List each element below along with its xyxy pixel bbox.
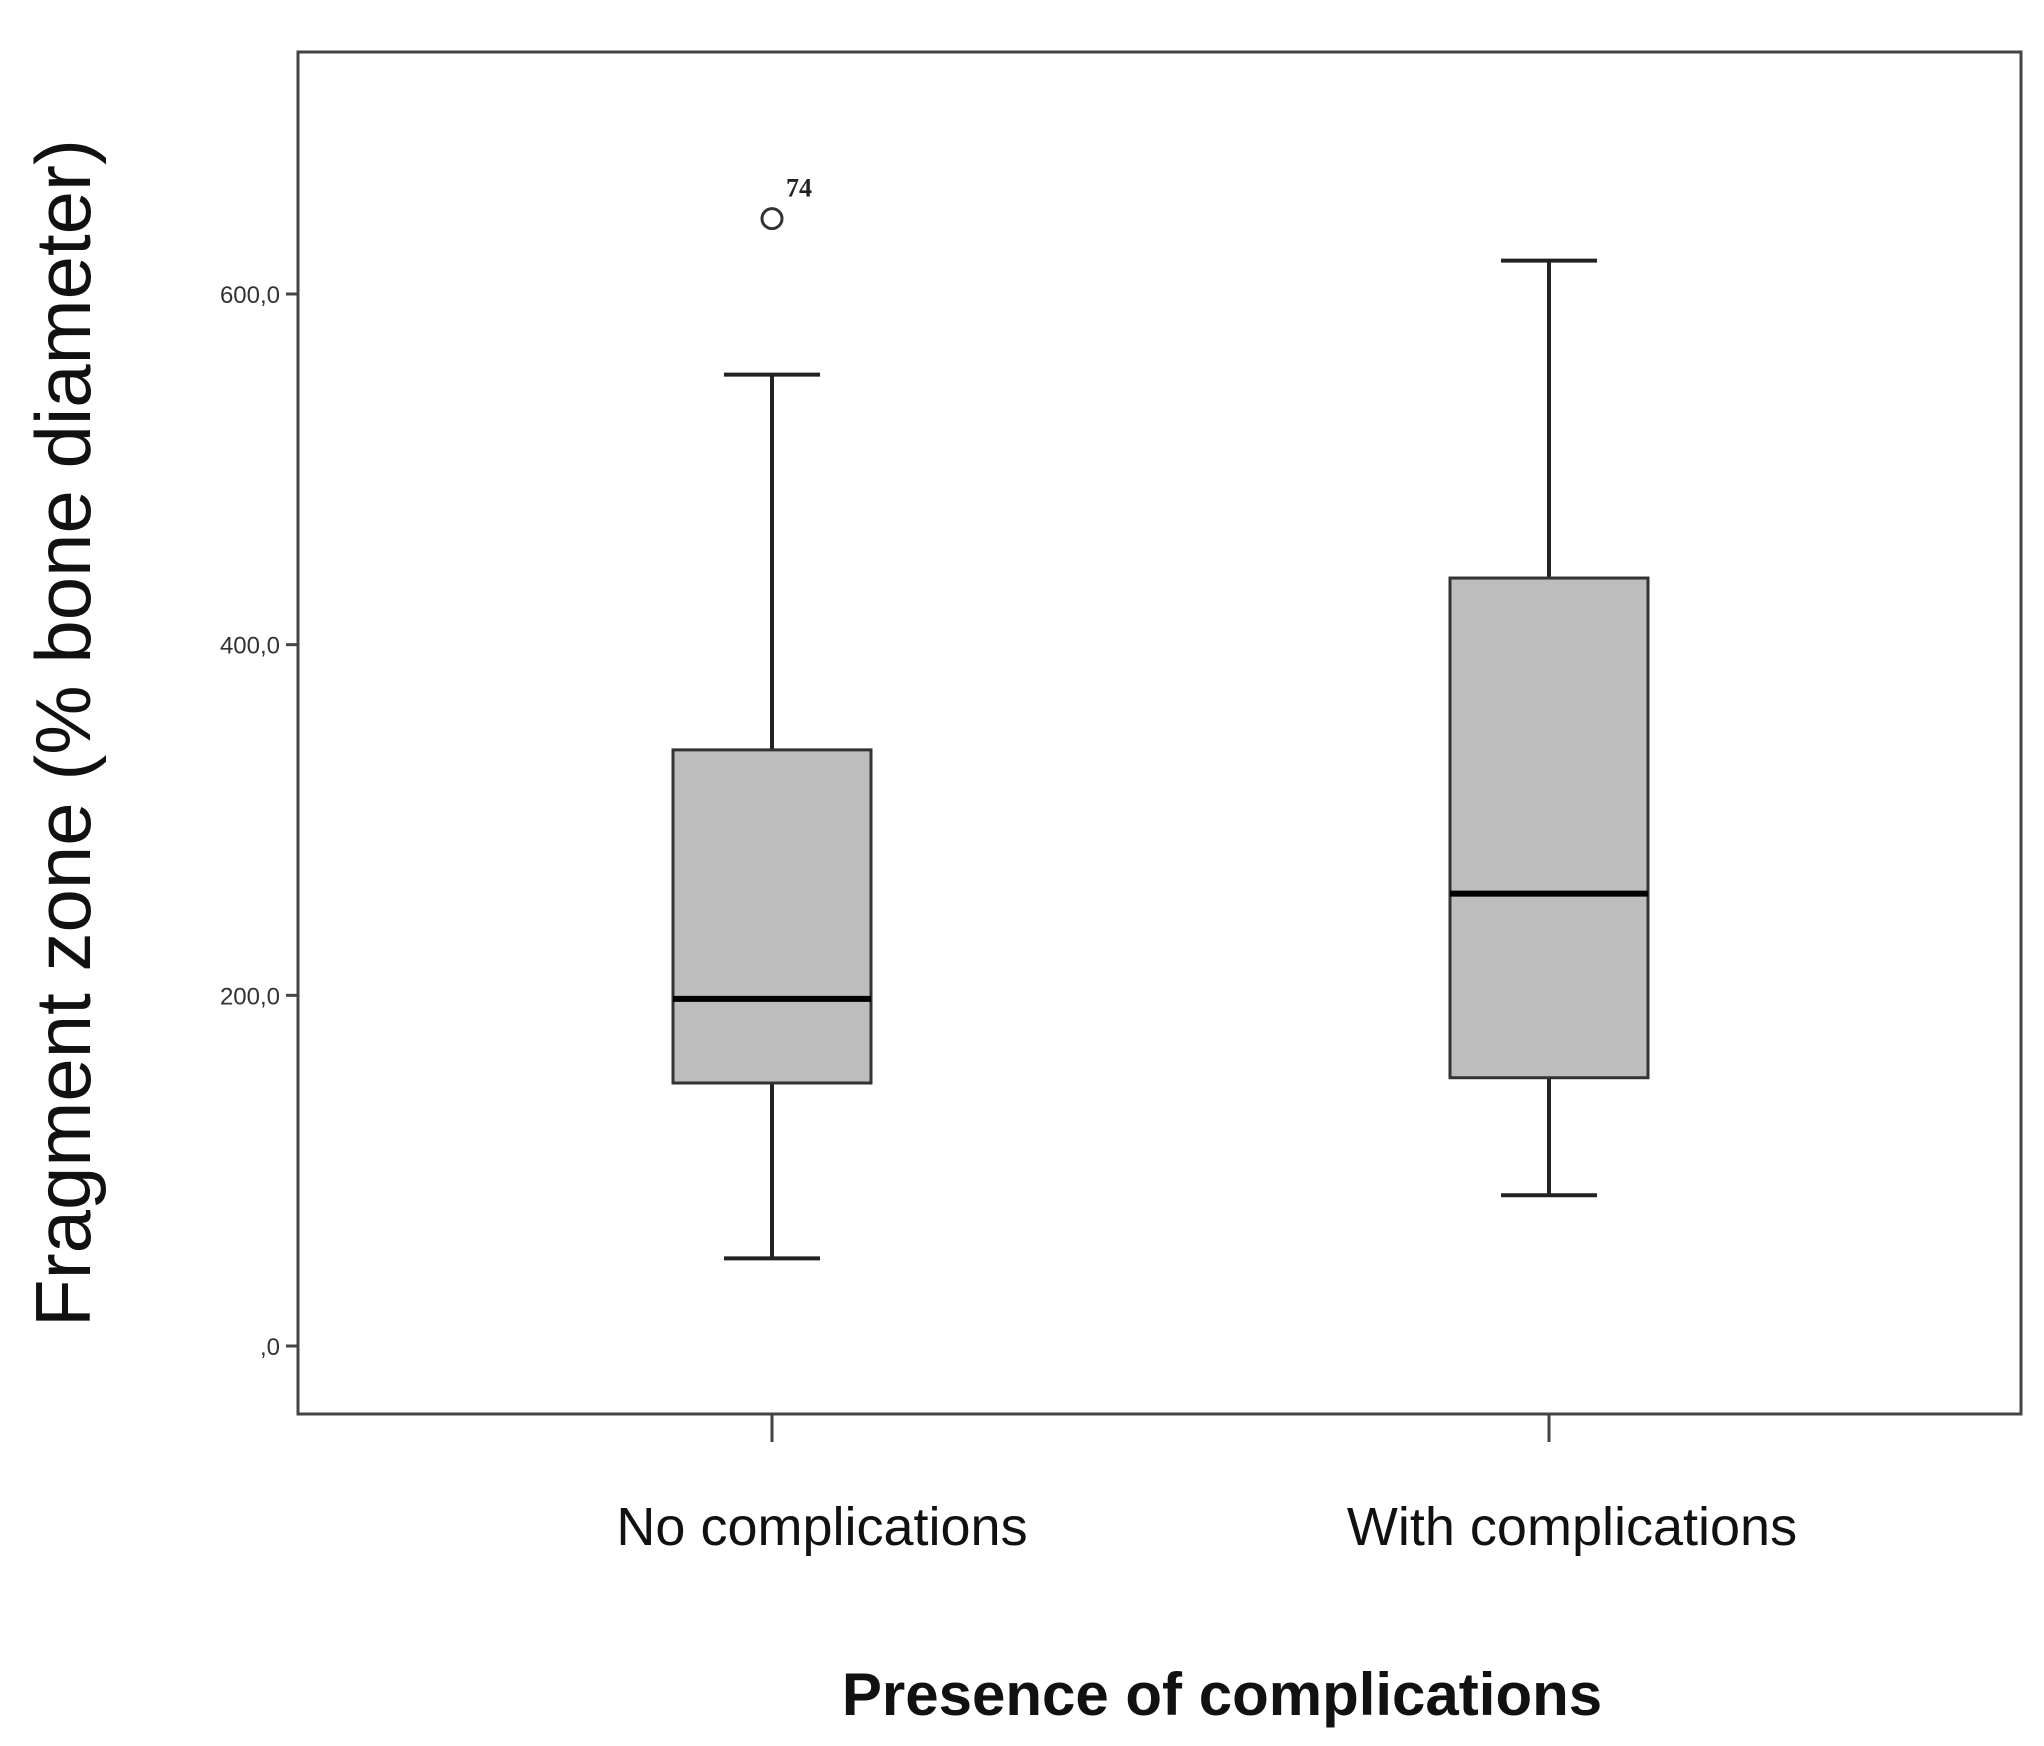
boxes-layer: 74 — [671, 174, 1650, 1261]
plot-frame — [296, 50, 2023, 1416]
outlier-point — [760, 207, 784, 231]
y-tick-label: 400,0 — [220, 633, 280, 660]
box-group: 74 — [671, 174, 873, 1261]
outlier-label: 74 — [786, 174, 812, 203]
x-category-label: No complications — [616, 1497, 1027, 1557]
x-category-label: With complications — [1347, 1497, 1797, 1557]
y-axis: ,0 200,0 400,0 600,0 — [220, 282, 298, 1361]
box-iqr — [1448, 576, 1650, 1080]
box-group — [1448, 258, 1650, 1198]
x-axis: No complications With complications — [616, 1414, 1797, 1557]
y-axis-title: Fragment zone (% bone diameter) — [19, 139, 107, 1327]
y-tick-label: ,0 — [260, 1334, 280, 1361]
y-tick-label: 200,0 — [220, 983, 280, 1010]
y-tick-label: 600,0 — [220, 282, 280, 309]
x-axis-title: Presence of complications — [842, 1661, 1602, 1728]
box-iqr — [671, 748, 873, 1085]
